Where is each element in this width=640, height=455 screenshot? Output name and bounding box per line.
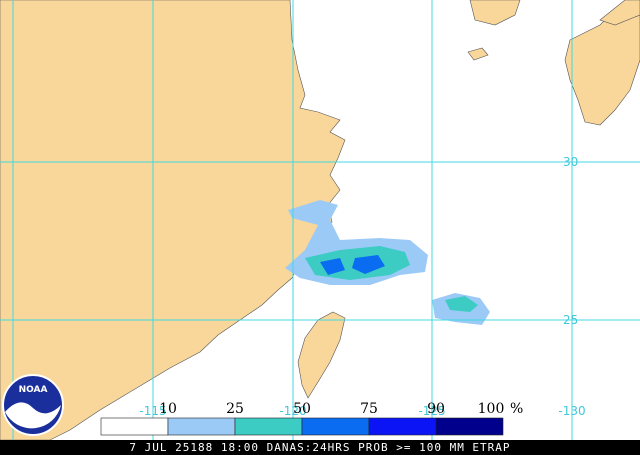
legend-unit: % xyxy=(510,401,523,417)
legend: 10 25 50 75 90 100% xyxy=(100,401,523,436)
lon-label: -130 xyxy=(558,404,585,418)
rain-patch xyxy=(445,296,478,312)
legend-label: 100 xyxy=(478,401,505,417)
legend-swatch xyxy=(167,417,236,436)
lat-label: 30 xyxy=(563,155,578,169)
lon-label: -115 xyxy=(139,404,166,418)
lon-label: -125 xyxy=(418,404,445,418)
legend-swatch xyxy=(435,417,504,436)
honshu xyxy=(599,0,640,26)
legend-label: 25 xyxy=(226,401,244,417)
legend-label: 90 xyxy=(427,401,445,417)
footer-band xyxy=(0,440,640,455)
korea-island xyxy=(469,0,521,26)
legend-label: 10 xyxy=(159,401,177,417)
legend-swatch xyxy=(100,417,169,436)
legend-label: 50 xyxy=(293,401,311,417)
noaa-logo: NOAA xyxy=(2,374,64,436)
legend-label: 75 xyxy=(360,401,378,417)
footer-text: 7 JUL 25188 18:00 DANAS:24HRS PROB >= 10… xyxy=(129,441,510,454)
jeju xyxy=(467,47,489,61)
legend-swatch xyxy=(368,417,437,436)
legend-swatch xyxy=(301,417,370,436)
rain-patch xyxy=(320,255,385,275)
logo-text: NOAA xyxy=(19,385,48,395)
taiwan xyxy=(297,311,346,399)
lon-label: -120 xyxy=(279,404,306,418)
graticule xyxy=(0,0,640,440)
legend-swatch xyxy=(234,417,303,436)
grid-labels: 30 25 -115 -120 -125 -130 xyxy=(139,155,585,418)
lat-label: 25 xyxy=(563,313,578,327)
